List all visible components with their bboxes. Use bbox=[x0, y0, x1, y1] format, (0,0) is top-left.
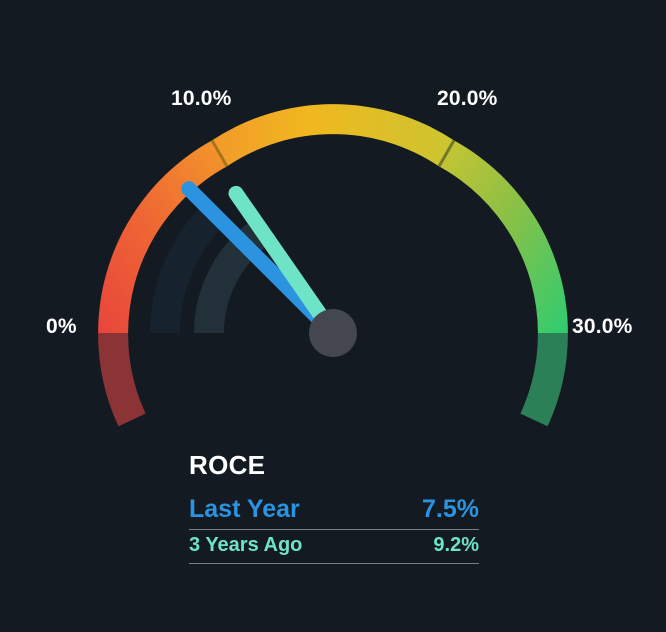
legend-value-last-year: 7.5% bbox=[422, 495, 479, 523]
gauge-band-10-to-20 bbox=[212, 104, 454, 167]
legend-value-three-years-ago: 9.2% bbox=[433, 534, 479, 556]
gauge-legend: ROCE Last Year 7.5% 3 Years Ago 9.2% bbox=[189, 450, 479, 568]
page-title: ROCE bbox=[189, 450, 266, 480]
gauge-band-20-to-30 bbox=[439, 140, 568, 333]
gauge-tick-20 bbox=[437, 139, 456, 168]
gauge-tick-10 bbox=[210, 139, 229, 168]
gauge-band-above-max bbox=[520, 333, 568, 427]
legend-label-three-years-ago: 3 Years Ago bbox=[189, 534, 303, 556]
gauge-tick-label-0: 0% bbox=[46, 315, 77, 338]
legend-label-last-year: Last Year bbox=[189, 495, 300, 523]
gauge-band-below-min bbox=[98, 333, 146, 427]
legend-row-last-year: Last Year 7.5% bbox=[189, 495, 479, 530]
gauge-tick-label-10: 10.0% bbox=[171, 87, 232, 110]
legend-row-three-years-ago: 3 Years Ago 9.2% bbox=[189, 534, 479, 564]
gauge-tick-label-20: 20.0% bbox=[437, 87, 498, 110]
needle-trail-last-year bbox=[150, 203, 225, 333]
gauge-hub bbox=[309, 309, 357, 357]
needle-three-years-ago bbox=[228, 185, 341, 341]
gauge-tick-label-30: 30.0% bbox=[572, 315, 633, 338]
